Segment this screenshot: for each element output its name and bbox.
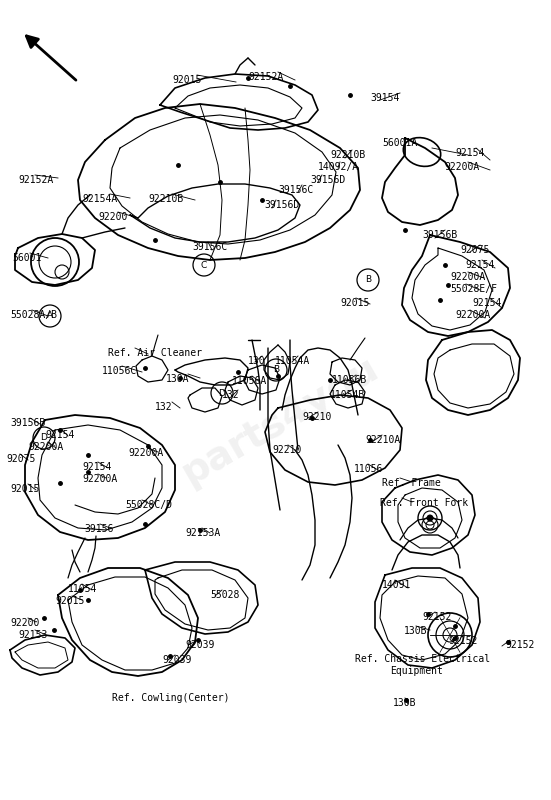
Text: 92153: 92153 xyxy=(18,630,47,640)
Text: 130B: 130B xyxy=(393,698,417,708)
Text: 39156D: 39156D xyxy=(264,200,299,210)
Text: 92015: 92015 xyxy=(340,298,369,308)
Text: 92200A: 92200A xyxy=(28,442,63,452)
Text: 92153A: 92153A xyxy=(185,528,220,538)
Text: 11054A: 11054A xyxy=(275,356,310,366)
Text: Equipment: Equipment xyxy=(390,666,443,676)
Text: 130: 130 xyxy=(248,356,266,366)
Text: 11056B: 11056B xyxy=(332,375,368,385)
Text: 39156B: 39156B xyxy=(10,418,45,428)
Text: 55028: 55028 xyxy=(210,590,239,600)
Text: 56001A: 56001A xyxy=(382,138,417,148)
Text: B: B xyxy=(365,275,371,285)
Text: 92075: 92075 xyxy=(6,454,35,464)
Text: 92200A: 92200A xyxy=(82,474,117,484)
Text: 92210B: 92210B xyxy=(330,150,365,160)
Text: 92200A: 92200A xyxy=(444,162,479,172)
Text: 130A: 130A xyxy=(166,374,190,384)
Text: 92075: 92075 xyxy=(460,245,489,255)
Text: 11056: 11056 xyxy=(354,464,383,474)
Text: 92210B: 92210B xyxy=(148,194,183,204)
Text: 92154: 92154 xyxy=(455,148,484,158)
Text: 92154: 92154 xyxy=(465,260,494,270)
Text: 92200A: 92200A xyxy=(128,448,163,458)
Text: 92152A: 92152A xyxy=(248,72,283,82)
Circle shape xyxy=(427,515,433,521)
Text: 92210: 92210 xyxy=(272,445,301,455)
Text: 132: 132 xyxy=(155,402,172,412)
Text: 92154: 92154 xyxy=(82,462,111,472)
Text: D: D xyxy=(41,434,47,442)
Text: 56001: 56001 xyxy=(12,253,41,263)
Text: 92200A: 92200A xyxy=(455,310,490,320)
Text: 92015: 92015 xyxy=(172,75,201,85)
Text: 92152: 92152 xyxy=(448,636,477,646)
Text: 92015: 92015 xyxy=(10,484,39,494)
Text: A: A xyxy=(47,311,53,321)
Text: 11056C: 11056C xyxy=(102,366,137,376)
Text: 92039: 92039 xyxy=(162,655,191,665)
Text: 92154: 92154 xyxy=(472,298,501,308)
Text: 39156C: 39156C xyxy=(192,242,227,252)
Text: 14091: 14091 xyxy=(382,580,412,590)
Text: 39156: 39156 xyxy=(84,524,114,534)
Text: C: C xyxy=(201,261,207,270)
Text: 11054: 11054 xyxy=(68,584,98,594)
Text: 92152: 92152 xyxy=(422,612,451,622)
Text: 132: 132 xyxy=(222,390,240,400)
Text: Ref. Frame: Ref. Frame xyxy=(382,478,441,488)
Text: Ref. Chassis Electrical: Ref. Chassis Electrical xyxy=(355,654,490,664)
Text: 92015: 92015 xyxy=(55,596,84,606)
Text: Ref. Cowling(Center): Ref. Cowling(Center) xyxy=(112,693,230,703)
Text: 11056A: 11056A xyxy=(232,376,267,386)
Text: 39154: 39154 xyxy=(370,93,399,103)
Text: 92154: 92154 xyxy=(45,430,74,440)
Text: 130B: 130B xyxy=(404,626,428,636)
Text: 92210: 92210 xyxy=(302,412,331,422)
Text: 11054B: 11054B xyxy=(330,390,365,400)
Text: 39156B: 39156B xyxy=(422,230,457,240)
Text: 92152A: 92152A xyxy=(18,175,53,185)
Text: 39156D: 39156D xyxy=(310,175,345,185)
Text: 55028A/B: 55028A/B xyxy=(10,310,57,320)
Text: B: B xyxy=(273,366,279,374)
Text: 92200: 92200 xyxy=(98,212,127,222)
Text: 92210A: 92210A xyxy=(365,435,400,445)
Text: 92200A: 92200A xyxy=(450,272,485,282)
Text: 55028C/D: 55028C/D xyxy=(125,500,172,510)
Text: Ref. Air Cleaner: Ref. Air Cleaner xyxy=(108,348,202,358)
Text: 14092/A: 14092/A xyxy=(318,162,359,172)
Text: 92200: 92200 xyxy=(10,618,39,628)
Text: 92154A: 92154A xyxy=(82,194,117,204)
Text: 55028E/F: 55028E/F xyxy=(450,284,497,294)
Text: 92039: 92039 xyxy=(185,640,214,650)
Text: Ref. Front Fork: Ref. Front Fork xyxy=(380,498,468,508)
Text: 92152: 92152 xyxy=(505,640,534,650)
Text: 39156C: 39156C xyxy=(278,185,314,195)
Text: D: D xyxy=(219,389,225,398)
Text: parts4you: parts4you xyxy=(175,348,385,492)
